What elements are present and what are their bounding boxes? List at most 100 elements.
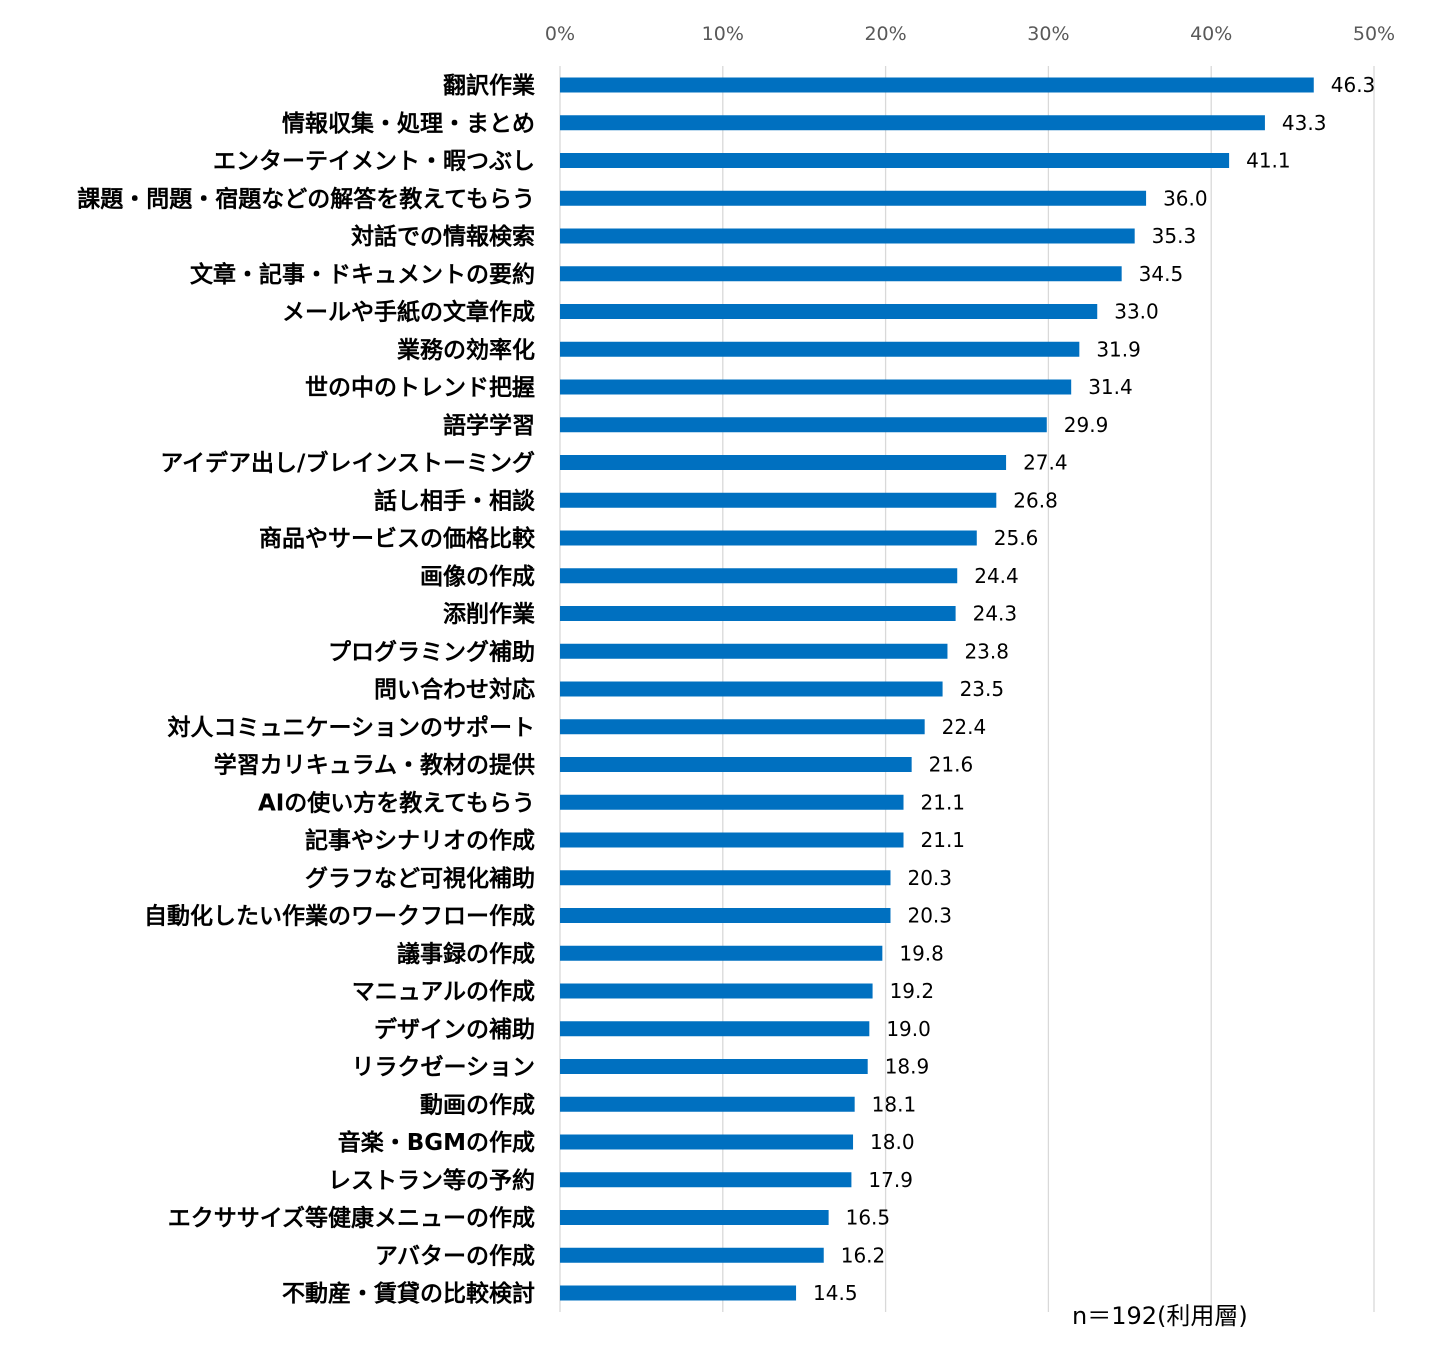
value-label: 14.5 (813, 1281, 858, 1305)
bar (560, 228, 1135, 244)
bar (560, 1285, 797, 1301)
category-label: メールや手紙の文章作成 (282, 299, 535, 326)
category-label: プログラミング補助 (328, 638, 535, 665)
value-labels: 46.343.3 41.1 36.0 35.3 34.5 33.0 31.9 31.4 29.9… (813, 73, 1375, 1305)
bar (560, 643, 948, 659)
bar (560, 719, 925, 735)
bar (560, 190, 1147, 206)
bar (560, 1210, 829, 1225)
bar (560, 681, 943, 697)
category-label: 不動産・賃貸の比較検討 (282, 1280, 535, 1307)
category-label: グラフなど可視化補助 (305, 865, 535, 892)
value-label: 35.3 (1152, 224, 1197, 248)
x-tick-label: 0% (545, 23, 575, 45)
value-label: 36.0 (1163, 186, 1208, 210)
value-label: 18.1 (872, 1092, 917, 1116)
bar (560, 908, 891, 923)
category-label: 情報収集・処理・まとめ (282, 110, 535, 137)
bar (560, 945, 883, 961)
x-tick-label: 10% (702, 23, 744, 45)
value-label: 20.3 (907, 866, 952, 890)
value-label: 18.9 (885, 1055, 930, 1079)
value-label: 20.3 (907, 904, 952, 928)
bar (560, 1096, 855, 1112)
value-label: 23.8 (964, 639, 1009, 663)
category-label: AIの使い方を教えてもらう (258, 789, 535, 816)
bar (560, 492, 997, 508)
bar (560, 530, 977, 546)
sample-size-note: n＝192(利用層) (1072, 1302, 1248, 1330)
bar (560, 606, 956, 621)
value-label: 21.1 (921, 828, 966, 852)
bar (560, 870, 891, 886)
category-label: 話し相手・相談 (374, 487, 536, 514)
x-tick-label: 40% (1190, 23, 1232, 45)
x-tick-label: 20% (864, 23, 906, 45)
bar (560, 832, 904, 848)
value-label: 19.0 (886, 1017, 931, 1041)
category-label: 商品やサービスの価格比較 (259, 525, 536, 552)
value-label: 31.4 (1088, 375, 1133, 399)
bar (560, 568, 958, 584)
value-label: 31.9 (1096, 337, 1141, 361)
category-label: 世の中のトレンド把握 (305, 375, 535, 401)
bar (560, 304, 1098, 319)
category-label: 問い合わせ対応 (374, 676, 535, 703)
bar (560, 983, 873, 999)
x-tick-labels: 0% 10% 20% 30% 40% 50% (545, 23, 1395, 45)
category-label: リラクゼーション (351, 1055, 535, 1081)
value-label: 16.2 (841, 1243, 886, 1267)
value-label: 19.2 (890, 979, 935, 1003)
bar (560, 341, 1080, 357)
value-label: 41.1 (1246, 149, 1291, 173)
category-label: アバターの作成 (375, 1243, 535, 1269)
value-label: 21.1 (921, 790, 966, 814)
bar (560, 417, 1047, 433)
value-label: 21.6 (929, 753, 974, 777)
bar (560, 1059, 868, 1074)
value-label: 17.9 (868, 1168, 913, 1192)
category-label: 翻訳作業 (443, 72, 536, 99)
value-label: 18.0 (870, 1130, 915, 1154)
category-label: アイデア出し/ブレインストーミング (160, 450, 535, 477)
value-label: 24.3 (973, 602, 1018, 626)
category-label: デザインの補助 (374, 1016, 535, 1043)
category-labels: 翻訳作業情報収集・処理・まとめエンターテイメント・暇つぶし課題・問題・宿題などの… (77, 72, 536, 1307)
bars (560, 77, 1314, 1301)
value-label: 34.5 (1139, 262, 1184, 286)
value-label: 43.3 (1282, 111, 1327, 135)
bar (560, 1247, 824, 1263)
value-label: 29.9 (1064, 413, 1109, 437)
category-label: エクササイズ等健康メニューの作成 (168, 1205, 535, 1232)
bar (560, 266, 1122, 282)
value-label: 16.5 (846, 1206, 891, 1230)
value-label: 25.6 (994, 526, 1039, 550)
category-label: 画像の作成 (420, 563, 535, 590)
bar (560, 77, 1314, 93)
bar (560, 1172, 852, 1188)
x-tick-label: 30% (1027, 23, 1069, 45)
value-label: 23.5 (960, 677, 1005, 701)
bar (560, 794, 904, 810)
category-label: 自動化したい作業のワークフロー作成 (144, 903, 535, 930)
category-label: 学習カリキュラム・教材の提供 (214, 752, 535, 779)
value-label: 19.8 (899, 941, 944, 965)
category-label: 文章・記事・ドキュメントの要約 (190, 261, 535, 288)
category-label: マニュアルの作成 (352, 979, 535, 1005)
category-label: 音楽・BGMの作成 (338, 1129, 535, 1156)
value-label: 26.8 (1013, 488, 1058, 512)
bar (560, 757, 912, 772)
category-label: 動画の作成 (420, 1092, 535, 1118)
category-label: レストラン等の予約 (328, 1167, 535, 1194)
category-label: 議事録の作成 (397, 940, 535, 967)
category-label: 記事やシナリオの作成 (305, 827, 535, 854)
value-label: 22.4 (942, 715, 987, 739)
category-label: 業務の効率化 (396, 336, 535, 363)
bar (560, 1021, 870, 1037)
category-label: 添削作業 (443, 601, 536, 628)
category-label: 語学学習 (443, 412, 535, 439)
bar (560, 1134, 854, 1150)
category-label: エンターテイメント・暇つぶし (213, 149, 535, 175)
value-label: 46.3 (1331, 73, 1376, 97)
